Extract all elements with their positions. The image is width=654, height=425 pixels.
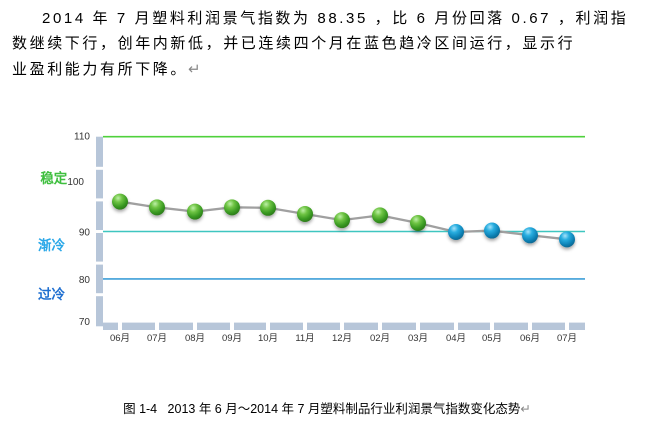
svg-text:110: 110 xyxy=(74,132,90,143)
svg-text:05月: 05月 xyxy=(482,333,502,344)
svg-text:03月: 03月 xyxy=(408,333,428,344)
svg-text:07月: 07月 xyxy=(557,333,577,344)
svg-text:07月: 07月 xyxy=(147,333,167,344)
svg-text:06月: 06月 xyxy=(520,333,540,344)
svg-text:渐冷: 渐冷 xyxy=(38,237,65,253)
svg-text:11月: 11月 xyxy=(295,333,314,344)
svg-text:90: 90 xyxy=(79,228,91,239)
svg-text:10月: 10月 xyxy=(258,333,278,344)
svg-text:06月: 06月 xyxy=(110,333,130,344)
svg-text:12月: 12月 xyxy=(332,333,352,344)
svg-text:70: 70 xyxy=(79,317,91,328)
svg-text:80: 80 xyxy=(79,275,91,286)
svg-text:稳定100: 稳定100 xyxy=(40,170,84,188)
svg-text:02月: 02月 xyxy=(370,333,390,344)
svg-text:04月: 04月 xyxy=(446,333,466,344)
svg-text:09月: 09月 xyxy=(222,333,242,344)
svg-text:08月: 08月 xyxy=(185,333,205,344)
svg-text:过冷: 过冷 xyxy=(38,286,65,302)
